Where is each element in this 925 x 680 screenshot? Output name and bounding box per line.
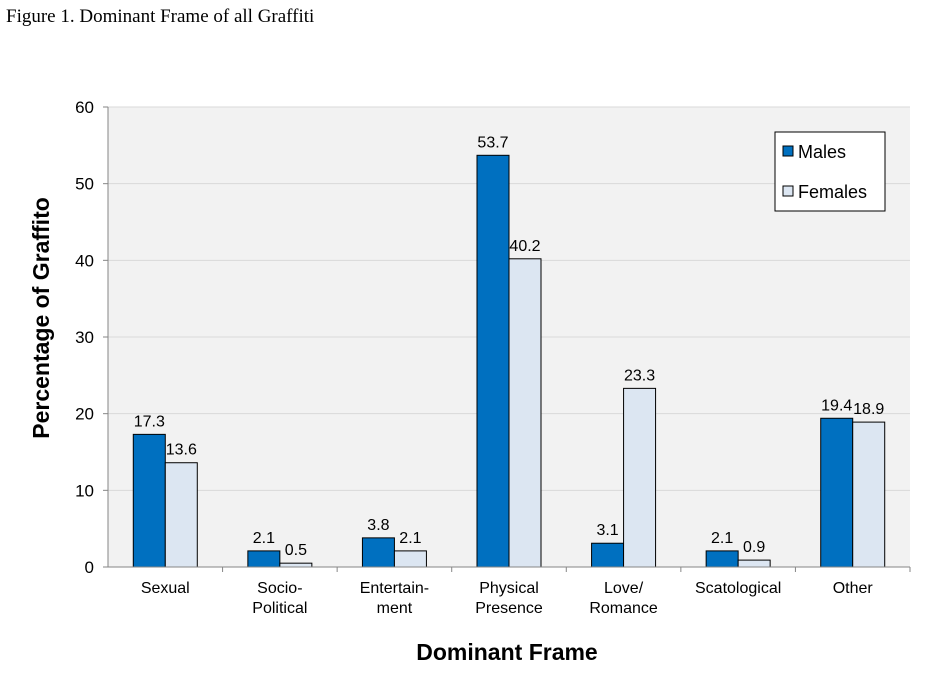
category-label-line: Presence	[475, 600, 543, 617]
category-label-line: Scatological	[695, 580, 781, 597]
category-label-line: Love/	[604, 580, 644, 597]
legend: Males Females	[774, 131, 886, 212]
y-tick-label: 10	[75, 481, 94, 500]
category-label-line: Political	[252, 600, 307, 617]
category-label-line: Entertain-	[360, 580, 429, 597]
data-label-females-scatological: 0.9	[743, 539, 765, 556]
data-label-females-sexual: 13.6	[166, 442, 197, 459]
category-label-scatological: Scatological	[695, 580, 781, 597]
bar-females-socio-political	[279, 562, 313, 568]
y-tick-label: 20	[75, 405, 94, 424]
y-axis-title: Percentage of Graffito	[28, 197, 54, 439]
data-label-males-scatological: 2.1	[711, 530, 733, 547]
category-label-line: Sexual	[141, 580, 190, 597]
data-label-females-socio-political: 0.5	[285, 542, 307, 559]
y-tick-label: 0	[85, 558, 94, 577]
data-label-males-sexual: 17.3	[134, 413, 165, 430]
bar-females-sexual	[164, 462, 198, 568]
legend-label-males: Males	[798, 142, 846, 162]
bars	[132, 154, 886, 568]
data-label-females-other: 18.9	[853, 401, 884, 418]
data-label-males-love-romance: 3.1	[596, 522, 618, 539]
category-label-other: Other	[833, 580, 874, 597]
data-label-females-entertain-ment: 2.1	[399, 530, 421, 547]
bar-females-entertain-ment	[393, 550, 427, 568]
data-labels: 17.313.6 2.1 0.5 3.8 2.1 53.7 40.2 3.1 23.3 2.1 0.…	[134, 134, 885, 559]
bar-females-other	[852, 421, 886, 568]
category-label-line: Socio-	[257, 580, 302, 597]
category-label-sexual: Sexual	[141, 580, 190, 597]
bar-females-scatological	[737, 559, 771, 568]
bar-males-entertain-ment	[361, 537, 395, 568]
legend-label-females: Females	[798, 182, 867, 202]
category-label-physical-presence: Physical Presence	[475, 580, 543, 617]
y-axis-ticks: 0 10 20 30 40 50 60	[75, 98, 108, 577]
category-label-socio-political: Socio- Political	[252, 580, 307, 617]
y-tick-label: 60	[75, 98, 94, 117]
data-label-females-love-romance: 23.3	[624, 367, 655, 384]
data-label-males-entertain-ment: 3.8	[367, 517, 389, 534]
y-tick-label: 30	[75, 328, 94, 347]
bar-females-physical-presence	[508, 258, 542, 568]
category-label-line: Romance	[589, 600, 658, 617]
y-tick-label: 50	[75, 175, 94, 194]
category-label-line: ment	[377, 600, 413, 617]
data-label-males-socio-political: 2.1	[253, 530, 275, 547]
y-tick-label: 40	[75, 251, 94, 270]
data-label-males-other: 19.4	[821, 397, 852, 414]
bar-females-love-romance	[623, 387, 657, 568]
x-axis-categories: Sexual Socio- Political Entertain-ment Physi…	[141, 567, 911, 617]
legend-swatch-males	[782, 145, 794, 157]
legend-box	[774, 131, 886, 212]
bar-males-love-romance	[591, 542, 625, 568]
category-label-line: Other	[833, 580, 874, 597]
figure-caption: Figure 1. Dominant Frame of all Graffiti	[6, 6, 315, 27]
bar-males-scatological	[705, 550, 739, 568]
data-label-females-physical-presence: 40.2	[509, 238, 540, 255]
bar-males-sexual	[132, 433, 166, 568]
legend-swatch-females	[782, 185, 794, 197]
bar-males-other	[820, 417, 854, 568]
x-axis-title: Dominant Frame	[416, 639, 597, 665]
category-label-love-romance: Love/Romance	[589, 580, 658, 617]
category-label-entertain-ment: Entertain-ment	[360, 580, 429, 617]
bar-males-socio-political	[247, 550, 281, 568]
data-label-males-physical-presence: 53.7	[477, 134, 508, 151]
category-label-line: Physical	[479, 580, 539, 597]
bar-males-physical-presence	[476, 154, 510, 568]
